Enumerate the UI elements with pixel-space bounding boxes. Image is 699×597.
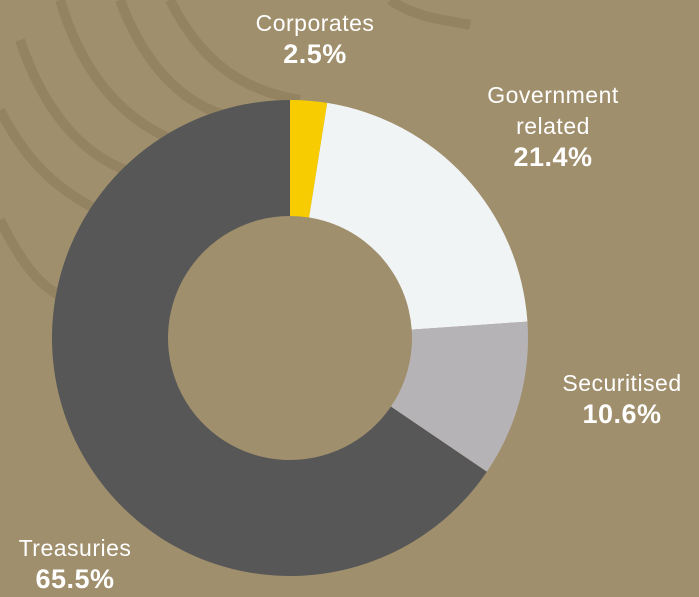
donut-slice [52, 100, 487, 576]
value-label: 10.6% [582, 399, 662, 429]
donut-slice [390, 321, 528, 472]
slice-label: Government related 21.4% [473, 80, 633, 173]
category-label: Treasuries [18, 535, 132, 561]
value-label: 2.5% [283, 39, 347, 69]
slice-label: Corporates 2.5% [235, 8, 395, 70]
category-label: Corporates [255, 10, 375, 36]
category-label: Government related [487, 82, 619, 139]
donut-slice [290, 100, 328, 218]
slice-label: Securitised 10.6% [542, 368, 699, 430]
slice-label: Treasuries 65.5% [0, 533, 155, 595]
background-swirls [0, 0, 472, 305]
donut-slice [309, 102, 528, 330]
category-label: Securitised [562, 370, 682, 396]
value-label: 21.4% [513, 142, 593, 172]
value-label: 65.5% [35, 564, 115, 594]
